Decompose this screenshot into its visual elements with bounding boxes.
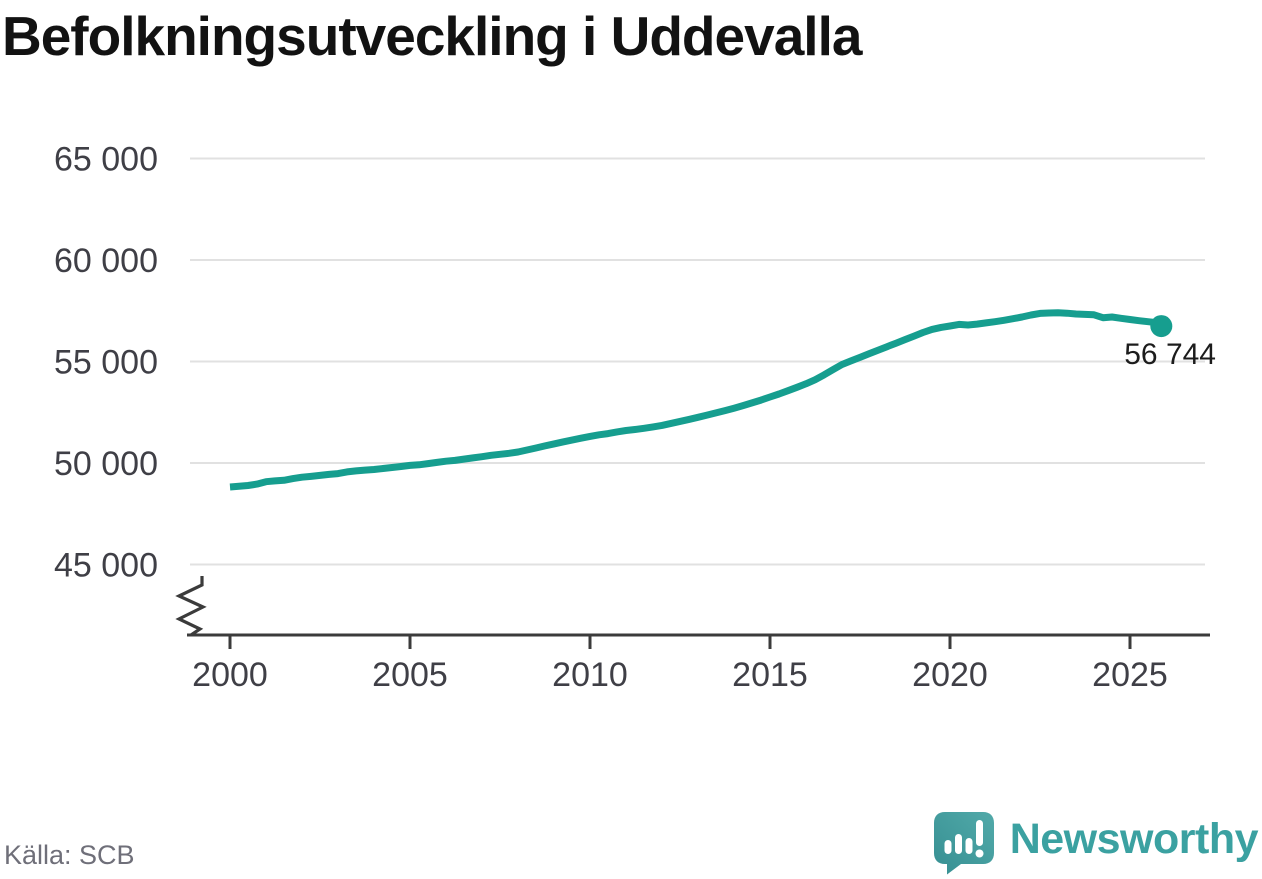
x-tick-label: 2015 [732,656,808,694]
brand-logo: Newsworthy [931,809,1259,875]
axis-break-icon [175,576,207,637]
end-point-marker [1150,315,1173,338]
y-tick-label: 45 000 [54,547,158,585]
speech-bubble-shape [933,812,994,875]
population-line [229,309,1164,491]
newsworthy-logo-icon [933,812,994,875]
end-value-label: 56 744 [1124,338,1216,371]
x-tick-label: 2005 [372,656,448,694]
x-tick-label: 2025 [1092,656,1168,694]
y-tick-label: 50 000 [54,445,158,483]
source-label: Källa: SCB [4,840,135,870]
chart-title: Befolkningsutveckling i Uddevalla [2,5,862,67]
x-tick-label: 2000 [192,656,268,694]
brand-name: Newsworthy [1009,814,1259,863]
population-line-chart: 65 000 60 000 55 000 50 000 45 000 2000 2005 20… [54,141,1216,695]
y-tick-label: 65 000 [54,141,158,179]
x-tick-label: 2010 [552,656,628,694]
bar-chart-glyph [944,820,984,858]
y-tick-label: 55 000 [54,344,158,382]
y-tick-label: 60 000 [54,242,158,280]
x-tick-label: 2020 [912,656,988,694]
